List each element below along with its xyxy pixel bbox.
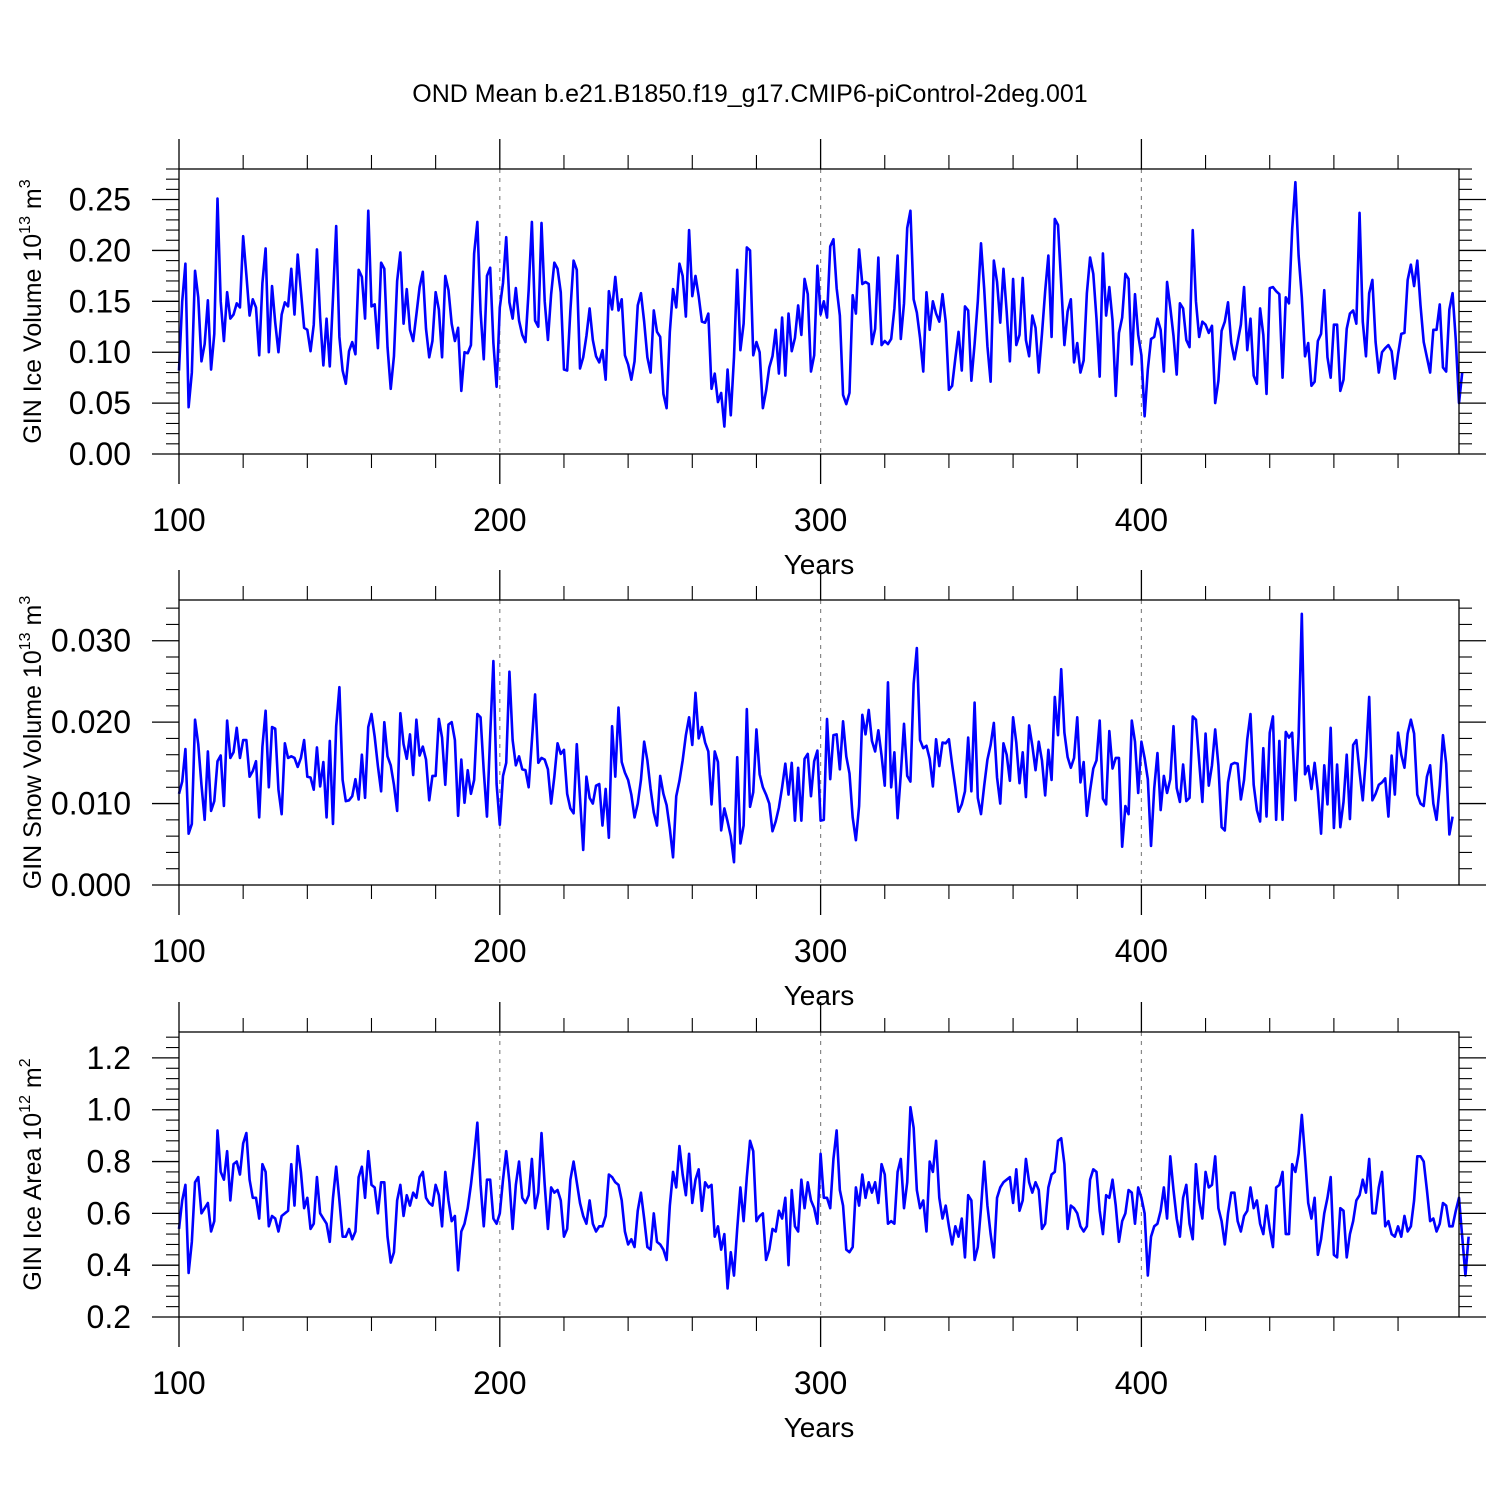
- chart-panel-2: 100 200 300 400 0.000 0.010 0.020 0.030 Years GIN…: [17, 570, 1486, 1011]
- chart-panel-3: 100 200 300 400 0.2 0.4 0.6 0.8 1.0 1.2 Years GIN I…: [17, 1002, 1486, 1443]
- y-tick-label: 0.2: [87, 1299, 131, 1335]
- y-tick-label: 0.10: [69, 334, 131, 370]
- x-tick-label: 400: [1115, 1365, 1168, 1401]
- x-tick-label: 400: [1115, 502, 1168, 538]
- y-axis-label-text: GIN Ice Area 10: [19, 1113, 47, 1291]
- y-tick-label: 0.25: [69, 182, 131, 218]
- x-axis-label: Years: [784, 980, 855, 1011]
- y-tick-label: 0.05: [69, 385, 131, 421]
- y-tick-label: 0.000: [51, 867, 131, 903]
- x-tick-label: 200: [473, 502, 526, 538]
- y-axis-label-unit-exponent: 2: [17, 1058, 34, 1067]
- y-axis-label-unit-exponent: 3: [17, 596, 34, 605]
- y-tick-label: 0.030: [51, 623, 131, 659]
- y-tick-label: 0.4: [87, 1247, 131, 1283]
- x-tick-label: 100: [152, 502, 205, 538]
- y-tick-label: 0.00: [69, 436, 131, 472]
- plot-frame: [178, 1031, 1460, 1318]
- y-axis-label-unit: m: [19, 1067, 47, 1095]
- y-axis-label-exponent: 13: [17, 632, 34, 650]
- y-tick-label: 0.20: [69, 232, 131, 268]
- y-tick-label: 0.8: [87, 1144, 131, 1180]
- y-axis-label: GIN Ice Area 1012 m2: [17, 1058, 47, 1290]
- y-tick-label: 0.15: [69, 283, 131, 319]
- x-tick-label: 100: [152, 1365, 205, 1401]
- x-tick-label: 300: [794, 1365, 847, 1401]
- data-series-line: [177, 1105, 1470, 1290]
- chart-panel-1: 100 200 300 400 0.00 0.05 0.10 0.15 0.20 0.25 Year…: [17, 139, 1486, 580]
- x-tick-label: 300: [794, 502, 847, 538]
- y-axis-label-exponent: 12: [17, 1095, 34, 1113]
- x-tick-label: 400: [1115, 933, 1168, 969]
- data-series-line: [177, 612, 1454, 864]
- y-axis-label-unit-exponent: 3: [17, 179, 34, 188]
- y-tick-label: 0.020: [51, 704, 131, 740]
- y-axis-label-text: GIN Snow Volume 10: [19, 650, 47, 889]
- y-axis-label-text: GIN Ice Volume 10: [19, 234, 47, 444]
- x-tick-label: 100: [152, 933, 205, 969]
- y-axis-label: GIN Ice Volume 1013 m3: [17, 179, 47, 443]
- x-tick-label: 300: [794, 933, 847, 969]
- y-axis-label-unit: m: [19, 605, 47, 633]
- y-tick-label: 1.0: [87, 1092, 131, 1128]
- y-tick-label: 0.6: [87, 1195, 131, 1231]
- x-axis-label: Years: [784, 549, 855, 580]
- y-tick-label: 1.2: [87, 1040, 131, 1076]
- y-axis-label-unit: m: [19, 188, 47, 216]
- x-axis-label: Years: [784, 1412, 855, 1443]
- plot-frame: [178, 168, 1460, 455]
- chart-main-title: OND Mean b.e21.B1850.f19_g17.CMIP6-piCon…: [412, 80, 1088, 108]
- y-tick-label: 0.010: [51, 786, 131, 822]
- x-tick-label: 200: [473, 933, 526, 969]
- y-axis-label-exponent: 13: [17, 216, 34, 234]
- y-axis-label: GIN Snow Volume 1013 m3: [17, 596, 47, 890]
- x-tick-label: 200: [473, 1365, 526, 1401]
- plot-frame: [178, 599, 1460, 886]
- data-series-line: [177, 180, 1464, 428]
